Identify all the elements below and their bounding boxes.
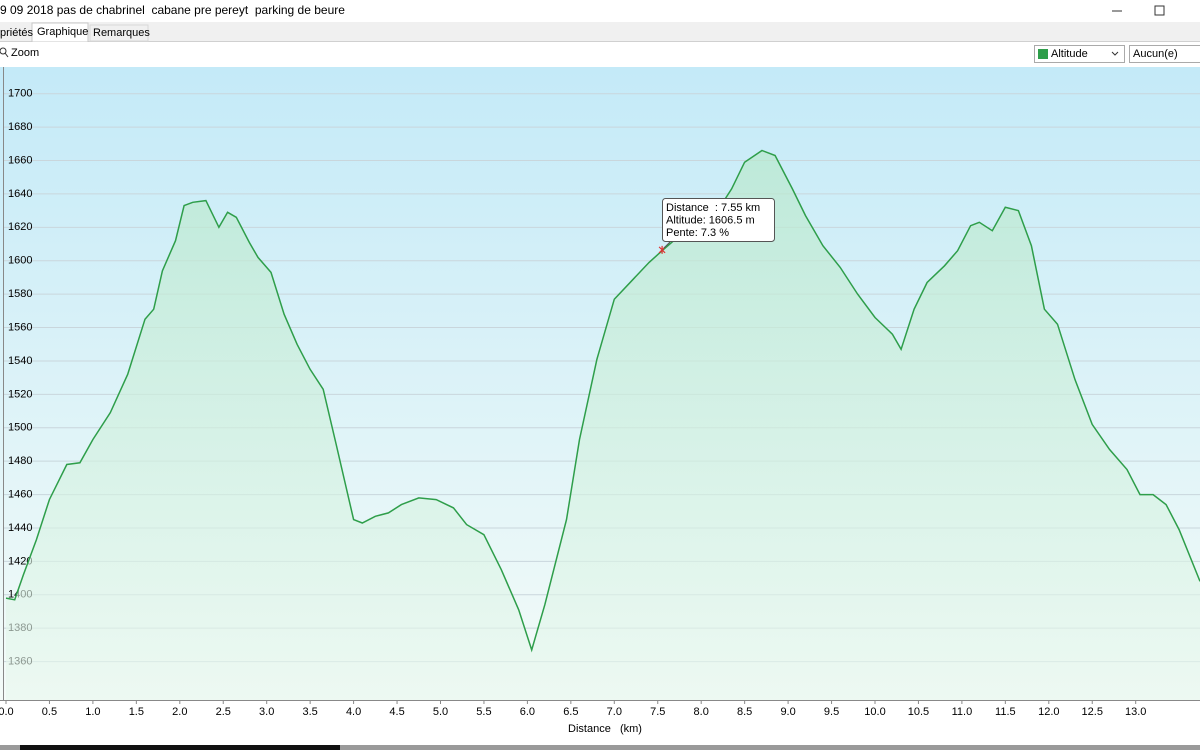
toolbar xyxy=(0,42,1200,67)
tooltip-line: Pente: 7.3 % xyxy=(666,227,729,239)
x-tick-label: 5.0 xyxy=(433,706,448,718)
y-tick-label: 1640 xyxy=(8,188,32,200)
y-tick-label: 1500 xyxy=(8,422,32,434)
x-tick-label: 5.5 xyxy=(476,706,491,718)
y-tick-label: 1480 xyxy=(8,455,32,467)
series-swatch xyxy=(1038,49,1048,59)
x-tick-label: 8.5 xyxy=(737,706,752,718)
x-tick-label: 12.5 xyxy=(1082,706,1103,718)
window-title: 9 09 2018 pas de chabrinel cabane pre pe… xyxy=(0,3,345,17)
x-tick-label: 2.5 xyxy=(216,706,231,718)
x-tick-label: 10.5 xyxy=(908,706,929,718)
tab[interactable]: Remarques xyxy=(93,27,150,39)
x-axis-title: Distance (km) xyxy=(568,723,642,735)
x-tick-label: 7.5 xyxy=(650,706,665,718)
x-tick-label: 3.0 xyxy=(259,706,274,718)
y-tick-label: 1540 xyxy=(8,355,32,367)
tooltip-line: Distance : 7.55 km xyxy=(666,202,760,214)
secondary-dropdown-text[interactable]: Aucun(e) xyxy=(1133,48,1178,60)
y-tick-label: 1580 xyxy=(8,288,32,300)
x-tick-label: 11.0 xyxy=(952,706,973,718)
x-tick-label: 11.5 xyxy=(995,706,1016,718)
y-tick-label: 1600 xyxy=(8,255,32,267)
x-tick-label: 1.0 xyxy=(85,706,100,718)
y-tick-label: 1460 xyxy=(8,488,32,500)
x-tick-label: 7.0 xyxy=(607,706,622,718)
tab[interactable]: Graphique xyxy=(37,26,88,38)
y-tick-label: 1700 xyxy=(8,88,32,100)
x-tick-label: 9.5 xyxy=(824,706,839,718)
tab[interactable]: priétés xyxy=(0,27,34,39)
y-tick-label: 1620 xyxy=(8,221,32,233)
x-tick-label: 9.0 xyxy=(780,706,795,718)
x-tick-label: 13.0 xyxy=(1125,706,1146,718)
x-tick-label: 1.5 xyxy=(129,706,144,718)
x-tick-label: 12.0 xyxy=(1038,706,1059,718)
x-tick-label: 10.0 xyxy=(864,706,885,718)
y-tick-label: 1680 xyxy=(8,121,32,133)
y-tick-label: 1440 xyxy=(8,522,32,534)
tooltip-line: Altitude: 1606.5 m xyxy=(666,214,755,226)
x-tick-label: 4.5 xyxy=(389,706,404,718)
x-tick-label: 0.0 xyxy=(0,706,14,718)
x-tick-label: 4.0 xyxy=(346,706,361,718)
series-dropdown-text[interactable]: Altitude xyxy=(1051,48,1088,60)
x-tick-label: 0.5 xyxy=(42,706,57,718)
zoom-button[interactable]: Zoom xyxy=(11,47,39,59)
x-tick-label: 2.0 xyxy=(172,706,187,718)
y-tick-label: 1560 xyxy=(8,321,32,333)
x-tick-label: 6.5 xyxy=(563,706,578,718)
y-tick-label: 1660 xyxy=(8,154,32,166)
taskbar-item xyxy=(20,745,340,750)
x-tick-label: 8.0 xyxy=(694,706,709,718)
x-tick-label: 6.0 xyxy=(520,706,535,718)
y-tick-label: 1520 xyxy=(8,388,32,400)
x-tick-label: 3.5 xyxy=(303,706,318,718)
tab-strip xyxy=(0,22,1200,42)
